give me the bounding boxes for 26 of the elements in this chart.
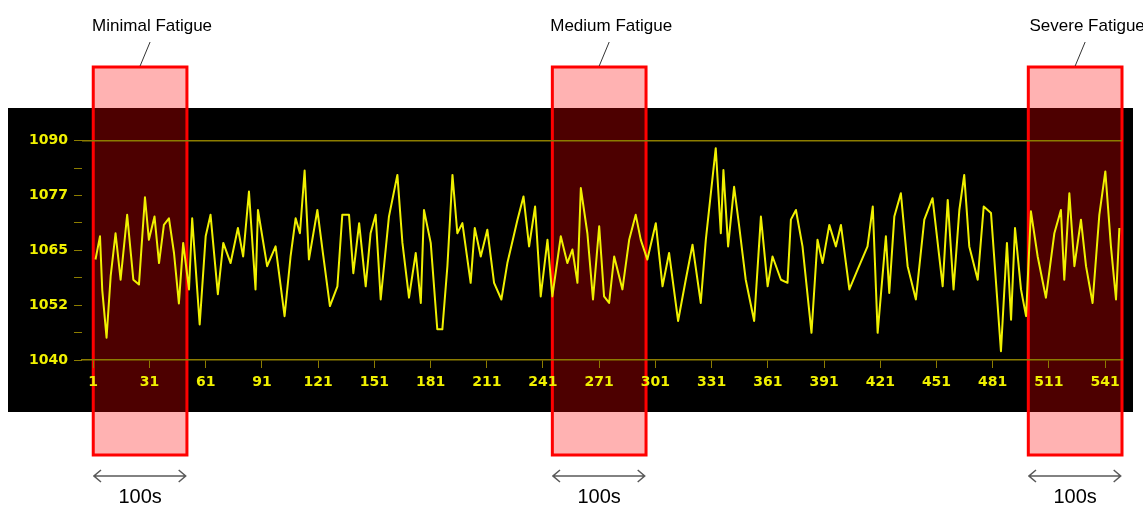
x-tick-label: 361 xyxy=(753,373,783,390)
x-tick-label: 211 xyxy=(472,373,502,390)
text: 100s xyxy=(577,485,621,507)
x-tick-label: 61 xyxy=(195,373,216,390)
x-tick-label: 511 xyxy=(1034,373,1064,390)
band-label: Minimal Fatigue xyxy=(92,16,213,35)
x-tick-label: 91 xyxy=(252,373,272,390)
x-tick-label: 421 xyxy=(865,373,895,390)
y-tick-label: 1077 xyxy=(29,186,68,203)
x-tick-label: 121 xyxy=(303,373,333,390)
x-tick-label: 271 xyxy=(584,373,614,390)
x-tick-label: 451 xyxy=(921,373,952,390)
x-tick-label: 391 xyxy=(809,373,839,390)
x-tick-label: 181 xyxy=(415,373,446,390)
y-tick-label: 1065 xyxy=(29,240,68,257)
text: 100s xyxy=(118,485,162,507)
y-tick-label: 1052 xyxy=(29,295,68,312)
x-tick-label: 151 xyxy=(359,373,389,390)
band-label: Medium Fatigue xyxy=(550,16,673,35)
x-tick-label: 541 xyxy=(1090,373,1120,390)
y-tick-label: 1090 xyxy=(29,131,69,148)
x-tick-label: 481 xyxy=(978,373,1008,390)
x-tick-label: 331 xyxy=(697,373,727,390)
x-tick-label: 31 xyxy=(139,373,160,390)
text: 100s xyxy=(1053,485,1097,507)
y-tick-label: 1040 xyxy=(29,350,69,367)
